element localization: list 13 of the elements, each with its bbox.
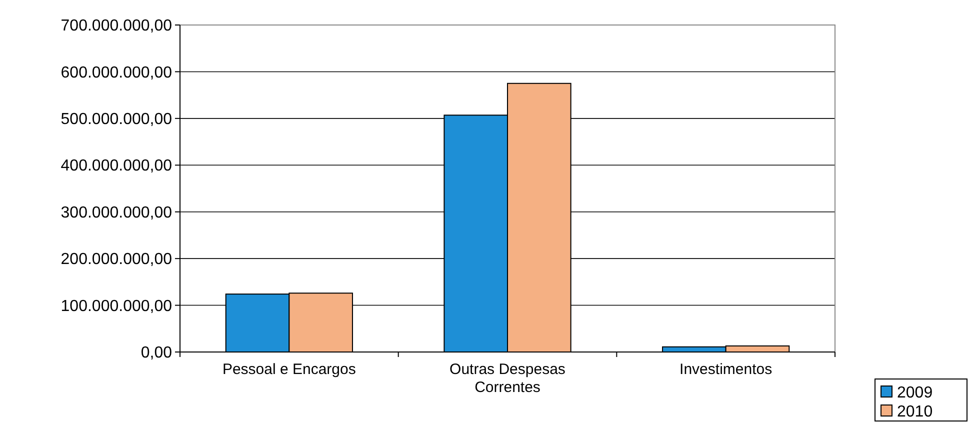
y-tick-label: 100.000.000,00 [60,298,172,315]
y-tick-label: 0,00 [140,344,172,362]
y-tick-label: 400.000.000,00 [60,158,172,175]
x-tick-label: Pessoal e Encargos [222,361,356,378]
y-tick-label: 600.000.000,00 [60,64,172,82]
y-tick-label: 200.000.000,00 [60,251,172,268]
legend-label: 2009 [897,384,933,402]
y-tick-label: 300.000.000,00 [60,204,172,222]
x-tick-label: Outras Despesas Correntes [450,361,566,396]
y-tick-label: 700.000.000,00 [60,18,172,35]
legend-label: 2010 [897,404,933,421]
x-tick-label: Investimentos [680,361,772,378]
y-tick-label: 500.000.000,00 [60,111,172,128]
